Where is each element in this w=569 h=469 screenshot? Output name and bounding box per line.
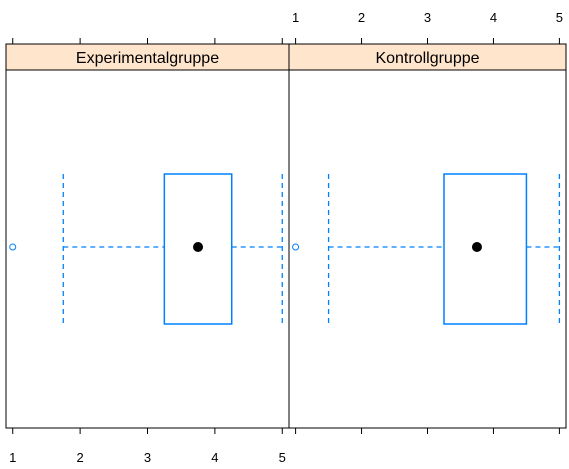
panel-frame-left (6, 44, 289, 428)
median-dot-left (193, 242, 203, 252)
strip-label-left: Experimentalgruppe (76, 50, 219, 67)
top-tick-label-2: 3 (424, 10, 431, 25)
strip-label-right: Kontrollgruppe (375, 50, 479, 67)
bottom-tick-label-3: 4 (211, 450, 218, 465)
bottom-tick-label-1: 2 (77, 450, 84, 465)
top-tick-label-0: 1 (292, 10, 299, 25)
median-dot-right (472, 242, 482, 252)
top-tick-label-3: 4 (490, 10, 497, 25)
top-tick-label-1: 2 (358, 10, 365, 25)
bottom-tick-label-2: 3 (144, 450, 151, 465)
bottom-tick-label-4: 5 (279, 450, 286, 465)
panel-frame-right (289, 44, 566, 428)
bottom-tick-label-0: 1 (9, 450, 16, 465)
top-tick-label-4: 5 (556, 10, 563, 25)
